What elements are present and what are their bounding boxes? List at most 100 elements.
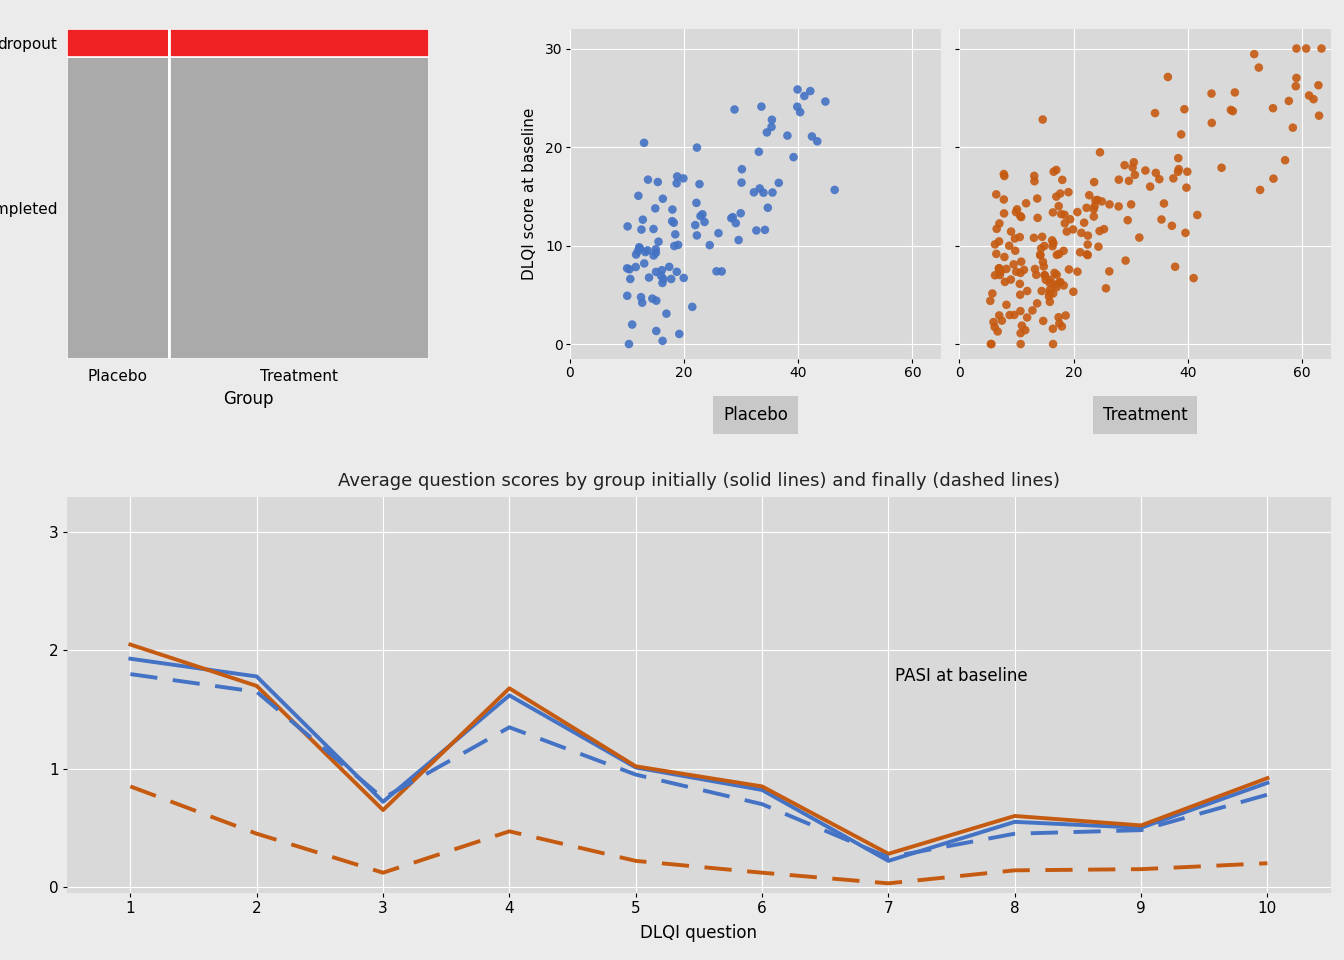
Point [1099, 197, 1121, 212]
Point [996, 298, 1017, 313]
Point [988, 261, 1009, 276]
Point [1052, 243, 1074, 258]
Point [999, 307, 1020, 323]
Point [1150, 212, 1172, 228]
Point [1164, 259, 1185, 275]
Point [641, 291, 663, 306]
Point [694, 214, 715, 229]
Point [1025, 267, 1047, 282]
Point [1087, 239, 1109, 254]
Point [793, 88, 814, 104]
Point [1211, 160, 1232, 176]
Point [617, 288, 638, 303]
Point [1043, 336, 1064, 351]
Point [1048, 276, 1070, 291]
Point [634, 245, 656, 260]
Point [652, 333, 673, 348]
Point [645, 264, 667, 279]
Text: Placebo: Placebo [723, 406, 788, 424]
Point [1063, 284, 1085, 300]
Point [637, 172, 659, 187]
Point [1054, 216, 1075, 231]
Point [1027, 296, 1048, 311]
Point [1083, 209, 1105, 225]
Point [1059, 211, 1081, 227]
Point [1083, 202, 1105, 217]
X-axis label: Group: Group [223, 390, 274, 408]
Point [617, 219, 638, 234]
Point [993, 250, 1015, 265]
Point [1173, 102, 1195, 117]
Point [1044, 277, 1066, 293]
Point [1009, 208, 1031, 224]
Point [646, 175, 668, 190]
Point [668, 326, 689, 342]
Point [633, 255, 655, 271]
Point [1032, 112, 1054, 128]
Point [632, 295, 653, 310]
Point [1067, 264, 1089, 279]
Point [629, 241, 650, 256]
Point [751, 99, 773, 114]
Point [1009, 265, 1031, 280]
Point [699, 237, 720, 252]
Point [988, 233, 1009, 249]
Point [1009, 229, 1031, 245]
Point [1027, 191, 1048, 206]
Point [1034, 268, 1055, 283]
Point [1051, 319, 1073, 334]
Point [664, 227, 685, 242]
Point [982, 314, 1004, 329]
Point [1124, 167, 1145, 182]
Point [1249, 60, 1270, 75]
Point [1034, 259, 1055, 275]
Point [1011, 209, 1032, 225]
Point [684, 217, 706, 232]
Point [1089, 224, 1110, 239]
Point [645, 245, 667, 260]
Point [645, 201, 667, 216]
Point [638, 270, 660, 285]
Point [1030, 248, 1051, 263]
Point [731, 161, 753, 177]
Point [1122, 160, 1144, 176]
Point [1134, 163, 1156, 179]
Point [801, 129, 823, 144]
Point [1042, 232, 1063, 248]
Point [629, 240, 650, 255]
Point [1310, 41, 1332, 57]
Point [1058, 262, 1079, 277]
Point [1027, 210, 1048, 226]
Point [1009, 336, 1031, 351]
Point [664, 238, 685, 253]
Point [1009, 303, 1031, 319]
Point [986, 324, 1008, 339]
Point [1078, 187, 1099, 203]
Point [1046, 247, 1067, 262]
Point [985, 186, 1007, 202]
Point [993, 168, 1015, 183]
Point [1034, 268, 1055, 283]
Point [980, 336, 1001, 351]
Bar [168, 29, 430, 57]
Point [706, 264, 727, 279]
Point [1121, 197, 1142, 212]
Point [1039, 272, 1060, 287]
Point [1050, 275, 1071, 290]
Point [767, 175, 789, 190]
Point [1118, 173, 1140, 188]
Point [1183, 271, 1204, 286]
Point [993, 166, 1015, 181]
Point [1035, 273, 1056, 288]
Point [1095, 280, 1117, 296]
Title: Average question scores by group initially (solid lines) and finally (dashed lin: Average question scores by group initial… [337, 471, 1060, 490]
Point [1039, 285, 1060, 300]
Point [749, 144, 770, 159]
Point [1034, 238, 1055, 253]
Point [648, 234, 669, 250]
Point [1015, 323, 1036, 338]
Point [1124, 155, 1145, 170]
Point [989, 216, 1011, 231]
Point [985, 246, 1007, 261]
Point [993, 192, 1015, 207]
